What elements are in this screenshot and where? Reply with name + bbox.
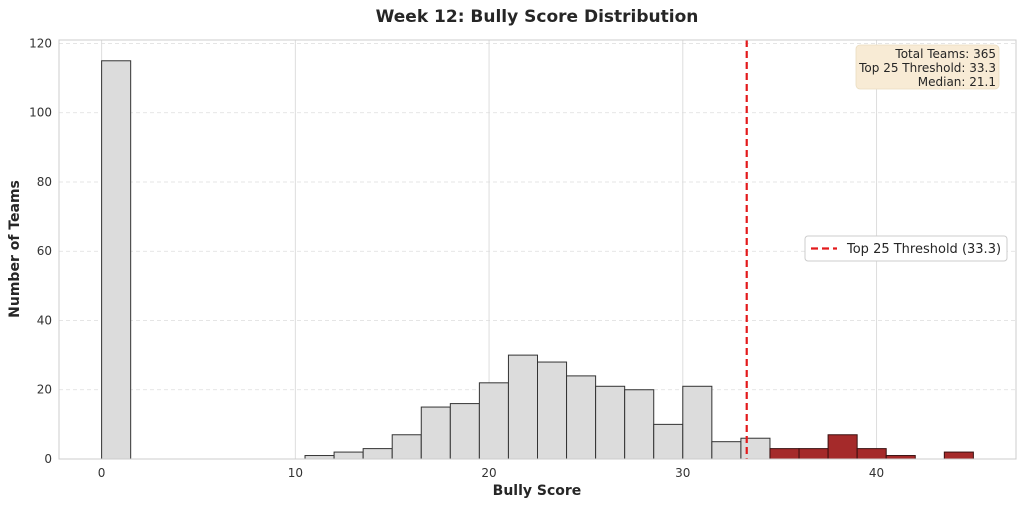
legend: Top 25 Threshold (33.3) [804,235,1008,262]
stats-box: Total Teams: 365 Top 25 Threshold: 33.3 … [855,44,1000,90]
histogram-bar-top25 [856,448,887,460]
histogram-bar [304,455,335,460]
stats-box-background [855,44,1000,90]
y-tick-label: 120 [29,36,52,50]
histogram-bar [420,406,451,460]
x-axis-label: Bully Score [493,483,582,499]
histogram-bar [682,385,713,460]
x-tick-label: 40 [869,466,884,480]
y-axis-ticks: 0 20 40 60 80 100 120 [29,36,52,466]
y-tick-label: 40 [37,313,52,327]
y-tick-label: 60 [37,244,52,258]
histogram-bar-top25 [885,455,916,460]
x-tick-label: 0 [98,466,106,480]
x-tick-label: 30 [675,466,690,480]
x-axis-ticks: 0 10 20 30 40 [98,466,884,480]
y-tick-label: 0 [44,452,52,466]
histogram-bar-top25 [769,448,800,460]
x-tick-label: 20 [481,466,496,480]
histogram-bar [537,361,568,460]
histogram-bar [362,448,393,460]
y-tick-label: 100 [29,106,52,120]
legend-threshold-label: Top 25 Threshold (33.3) [846,242,1001,257]
histogram-bar-top25 [798,448,829,460]
plot-frame [58,39,1017,460]
y-axis-label: Number of Teams [7,180,23,318]
histogram-bar [507,354,538,460]
y-tick-label: 80 [37,175,52,189]
histogram-bars [101,60,974,460]
histogram-bar [478,382,509,460]
histogram-bar [653,423,684,460]
histogram-bar [711,441,742,460]
histogram-bar [740,437,771,460]
histogram-bar [101,60,132,460]
histogram-bar [624,389,655,460]
stats-total-teams: Total Teams: 365 [894,47,996,61]
histogram-bar [391,434,422,460]
histogram-bar [566,375,597,460]
histogram-bar-top25 [827,434,858,460]
histogram-bar [595,385,626,460]
chart-title: Week 12: Bully Score Distribution [376,7,699,27]
histogram-bar [449,403,480,460]
y-tick-label: 20 [37,383,52,397]
stats-median: Median: 21.1 [918,75,996,89]
stats-threshold: Top 25 Threshold: 33.3 [858,61,996,75]
histogram-bar [333,451,364,460]
histogram-bar-top25 [943,451,974,460]
x-tick-label: 10 [288,466,303,480]
legend-box [804,235,1008,262]
